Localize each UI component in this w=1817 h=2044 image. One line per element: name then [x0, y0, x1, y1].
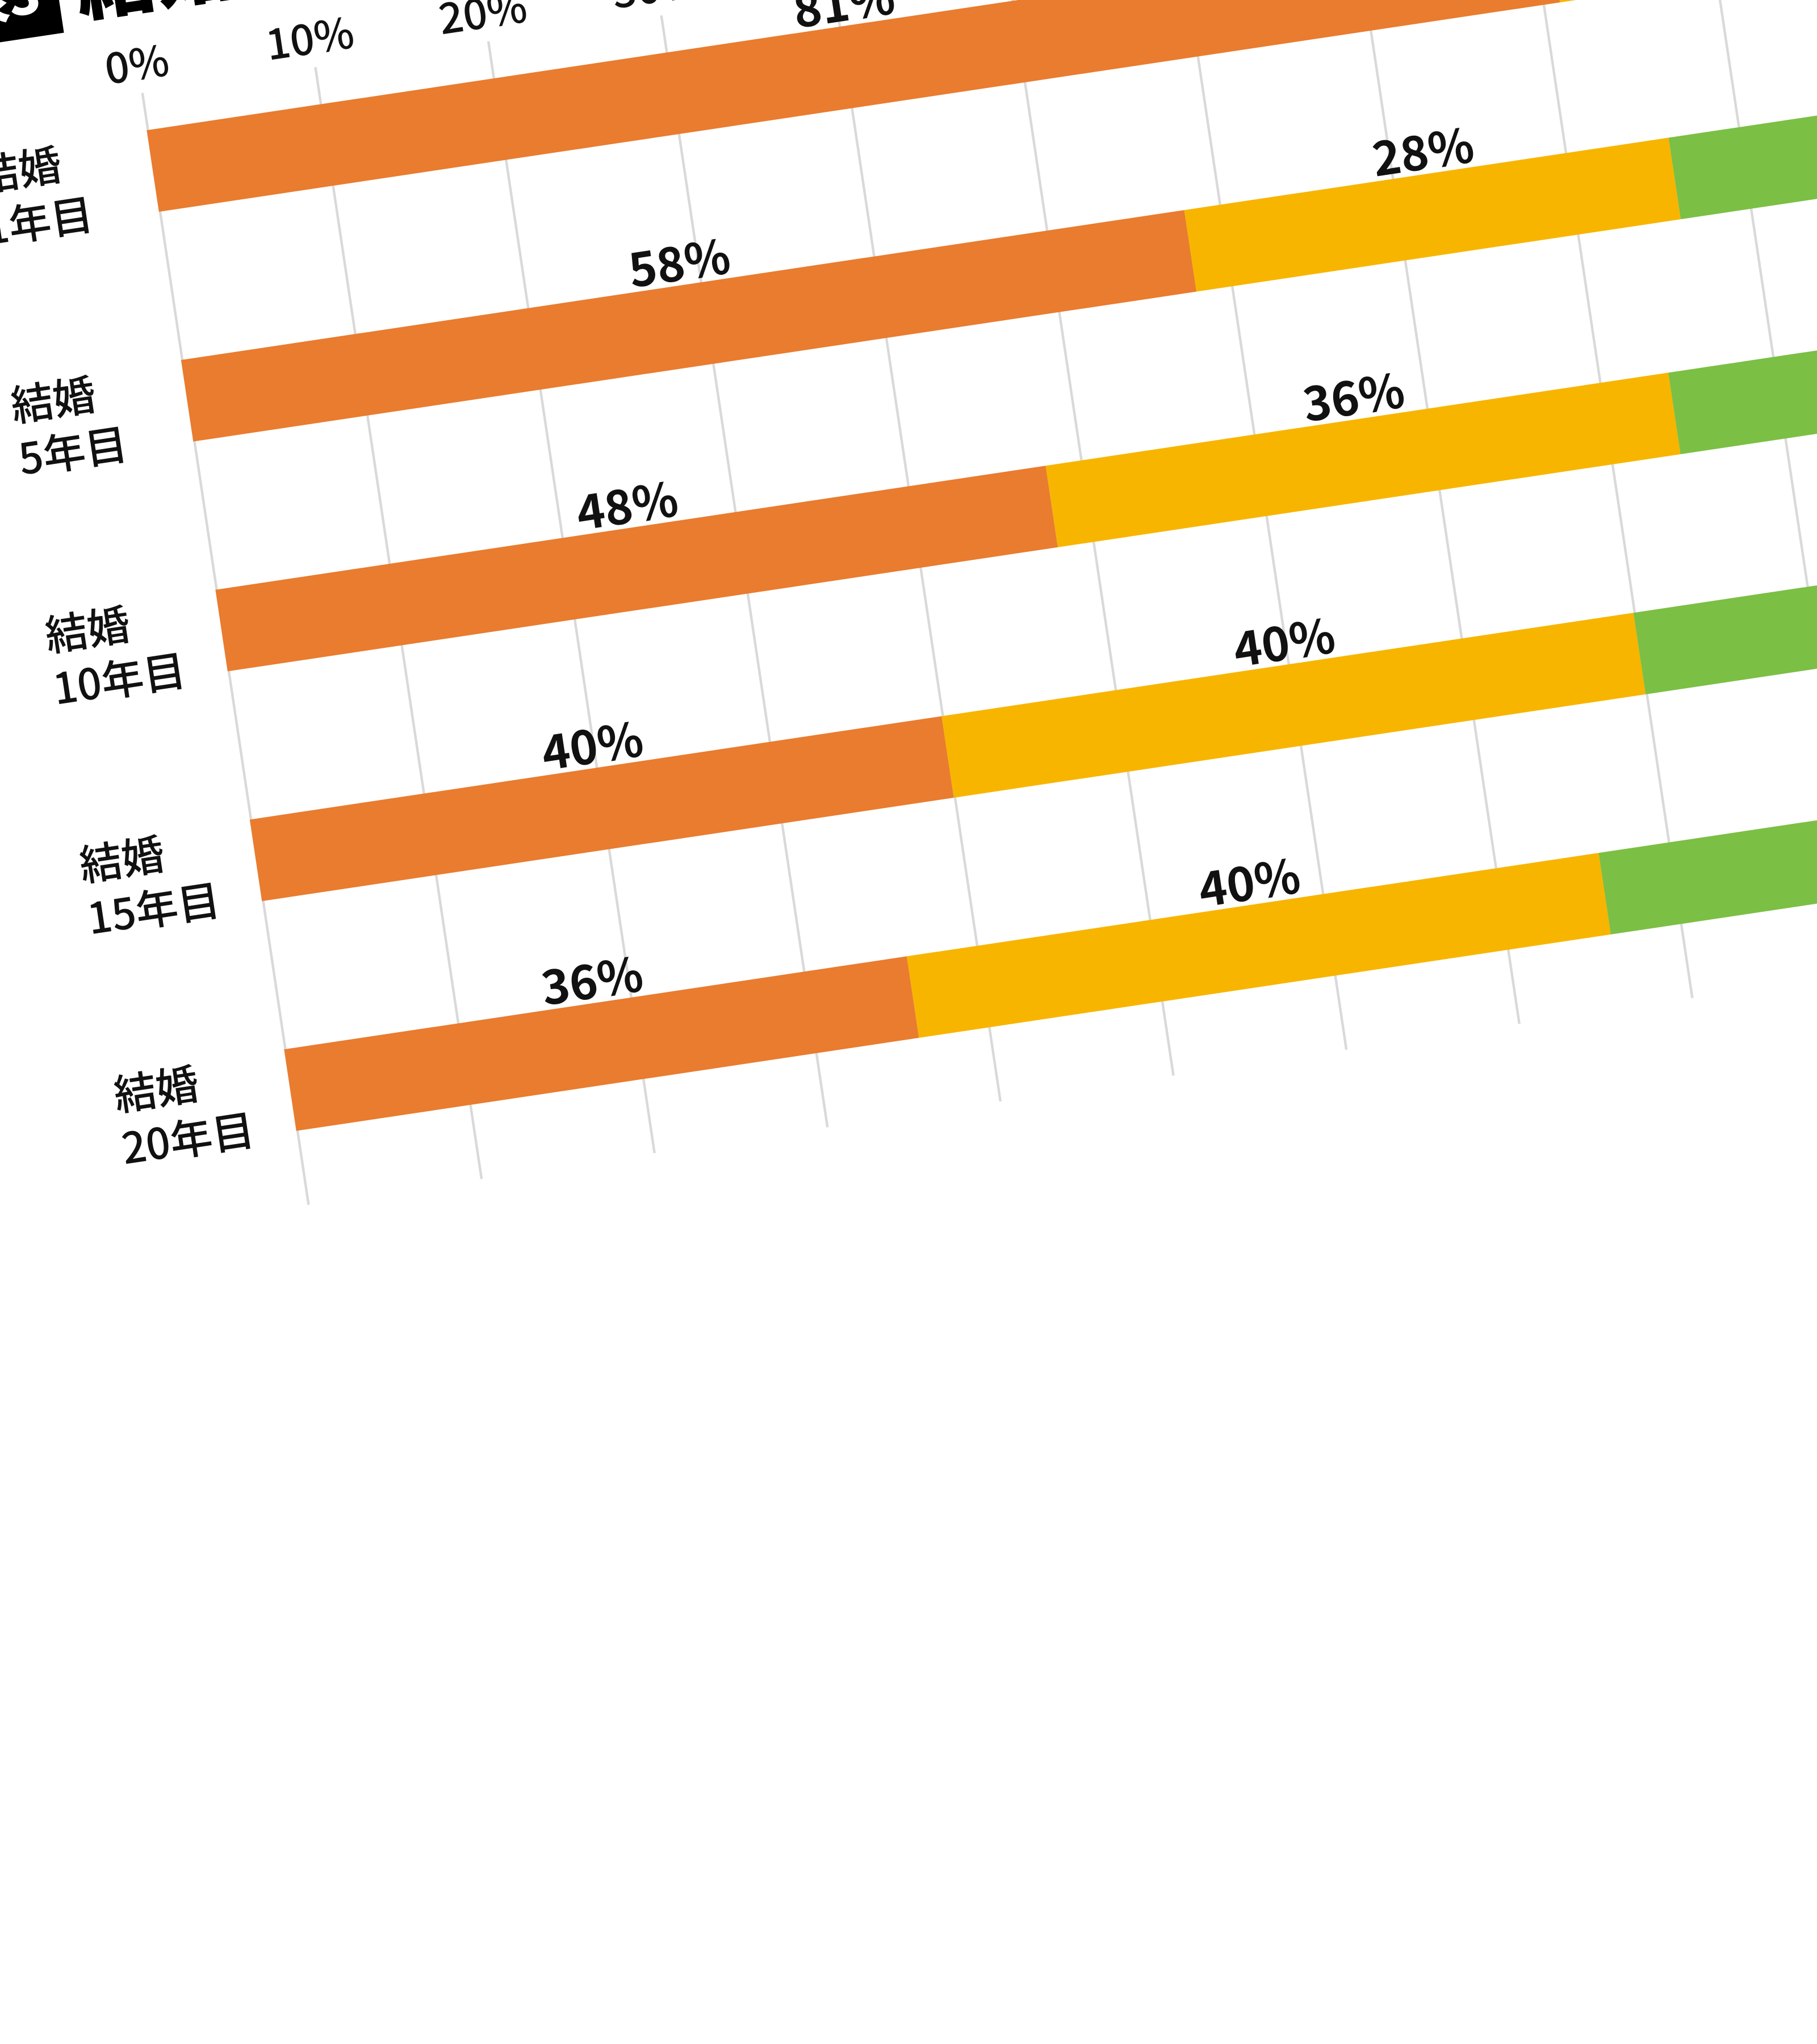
bar-segment: [1548, 0, 1817, 2]
bar-segment: [1598, 791, 1817, 935]
chart-badge: 表3: [0, 0, 64, 51]
category-label: 結婚 15年目: [76, 818, 223, 943]
bar-segment: [1668, 332, 1817, 454]
category-label: 結婚 1年目: [0, 132, 97, 253]
bar-segment: [1669, 102, 1817, 219]
category-label: 結婚 20年目: [110, 1048, 258, 1173]
x-tick-label: 30%: [601, 0, 709, 22]
category-label: 結婚 5年目: [7, 362, 131, 483]
x-tick-label: 10%: [256, 0, 363, 73]
category-label: 結婚 10年目: [41, 589, 189, 714]
bar-segment: [1634, 561, 1817, 694]
x-tick-label: 20%: [429, 0, 537, 48]
chart-stage: 表3結婚期間別0%10%20%30%40%50%60%70%80%90%100%…: [0, 0, 1817, 2044]
